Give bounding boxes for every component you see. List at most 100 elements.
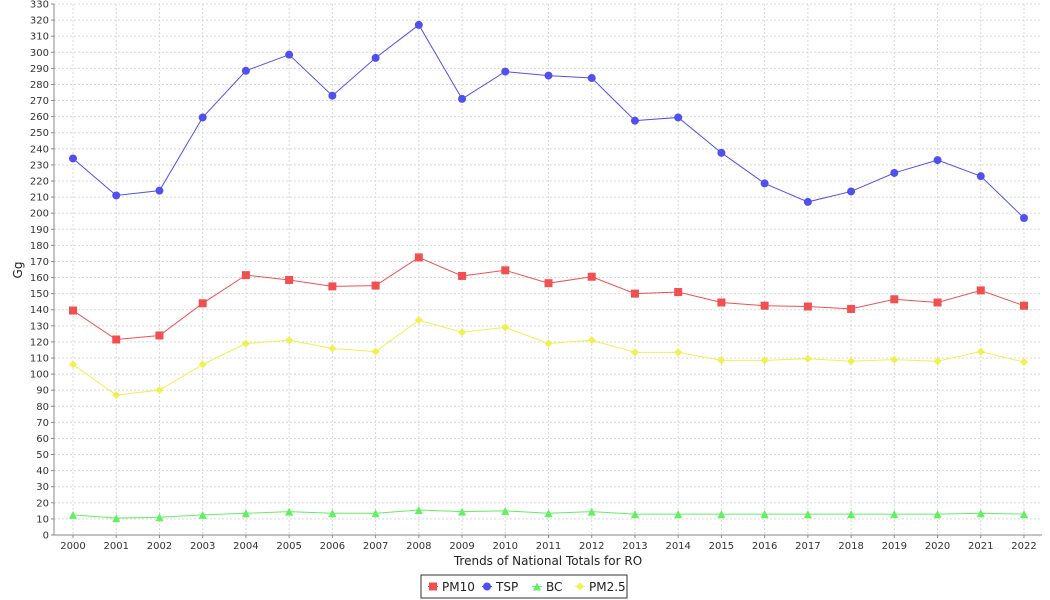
data-point — [890, 355, 899, 364]
x-tick-label: 2012 — [579, 541, 604, 552]
data-point — [630, 289, 639, 298]
y-tick-label: 140 — [30, 305, 49, 316]
y-tick-label: 240 — [30, 144, 49, 155]
data-point — [241, 66, 250, 75]
y-tick-label: 20 — [36, 498, 49, 509]
data-point — [198, 113, 207, 122]
x-tick-label: 2016 — [752, 541, 777, 552]
y-tick-label: 90 — [36, 386, 49, 397]
data-point — [285, 50, 294, 59]
data-point — [155, 513, 164, 522]
legend-label: TSP — [495, 580, 518, 594]
data-point — [112, 514, 121, 523]
data-point — [371, 53, 380, 62]
x-tick-label: 2013 — [622, 541, 647, 552]
data-point — [112, 335, 121, 344]
data-point — [371, 347, 380, 356]
y-tick-label: 130 — [30, 321, 49, 332]
x-tick-label: 2001 — [104, 541, 129, 552]
legend-label: BC — [546, 580, 562, 594]
gridlines — [54, 3, 1042, 535]
data-point — [285, 336, 294, 345]
y-tick-label: 250 — [30, 128, 49, 139]
data-point — [976, 347, 985, 356]
data-point — [155, 386, 164, 395]
data-point — [501, 266, 510, 275]
data-point — [371, 509, 380, 518]
y-tick-label: 110 — [30, 354, 49, 365]
x-tick-label: 2021 — [968, 541, 993, 552]
legend-marker — [429, 582, 437, 591]
data-point — [717, 356, 726, 365]
y-tick-label: 290 — [30, 64, 49, 75]
data-point — [717, 510, 726, 519]
y-tick-label: 260 — [30, 112, 49, 123]
data-point — [587, 272, 596, 281]
data-point — [69, 154, 77, 163]
data-point — [976, 286, 985, 295]
data-point — [760, 356, 769, 365]
data-point — [544, 509, 553, 518]
data-point — [760, 179, 769, 188]
data-point — [847, 357, 856, 366]
y-tick-label: 100 — [30, 370, 49, 381]
data-point — [760, 510, 769, 519]
data-point — [458, 328, 467, 337]
data-point — [1020, 510, 1028, 519]
y-tick-label: 50 — [36, 450, 49, 461]
data-point — [976, 172, 985, 181]
data-point — [544, 279, 553, 288]
data-point — [933, 298, 942, 307]
data-point — [760, 301, 769, 310]
legend-item: BC — [532, 580, 562, 594]
data-point — [674, 113, 683, 122]
y-tick-label: 190 — [30, 225, 49, 236]
data-point — [630, 116, 639, 125]
data-point — [285, 507, 294, 516]
x-tick-label: 2008 — [406, 541, 431, 552]
x-tick-label: 2019 — [882, 541, 907, 552]
data-point — [285, 275, 294, 284]
y-tick-label: 0 — [43, 531, 49, 542]
data-point — [458, 271, 467, 280]
data-point — [933, 156, 942, 165]
legend-item: TSP — [482, 580, 518, 594]
x-tick-label: 2006 — [320, 541, 345, 552]
x-axis-ticks: 2000 2001 2002 2003 2004 2005 2006 2007 2008 2009… — [60, 535, 1037, 552]
x-tick-label: 2009 — [449, 541, 474, 552]
y-tick-label: 10 — [36, 514, 49, 525]
x-tick-label: 2022 — [1011, 541, 1036, 552]
data-point — [112, 391, 121, 400]
data-point — [414, 506, 423, 515]
y-tick-label: 230 — [30, 160, 49, 171]
data-point — [414, 20, 423, 29]
data-point — [1020, 358, 1028, 367]
data-point — [587, 336, 596, 345]
series-pm25 — [69, 316, 1028, 400]
data-point — [933, 357, 942, 366]
y-tick-label: 30 — [36, 482, 49, 493]
data-point — [544, 339, 553, 348]
data-point — [414, 316, 423, 325]
data-point — [371, 281, 380, 290]
data-point — [241, 271, 250, 280]
data-point — [1020, 214, 1028, 223]
data-point — [198, 299, 207, 308]
data-point — [890, 295, 899, 304]
y-tick-label: 160 — [30, 273, 49, 284]
data-point — [847, 187, 856, 196]
data-point — [890, 510, 899, 519]
x-tick-label: 2007 — [363, 541, 388, 552]
data-point — [112, 191, 121, 200]
data-point — [241, 339, 250, 348]
data-point — [587, 74, 596, 83]
x-tick-label: 2010 — [493, 541, 518, 552]
y-tick-label: 150 — [30, 289, 49, 300]
data-point — [155, 186, 164, 195]
data-point — [674, 510, 683, 519]
data-point — [414, 253, 423, 262]
data-point — [630, 348, 639, 357]
data-point — [1020, 301, 1028, 310]
series-group — [69, 20, 1028, 523]
